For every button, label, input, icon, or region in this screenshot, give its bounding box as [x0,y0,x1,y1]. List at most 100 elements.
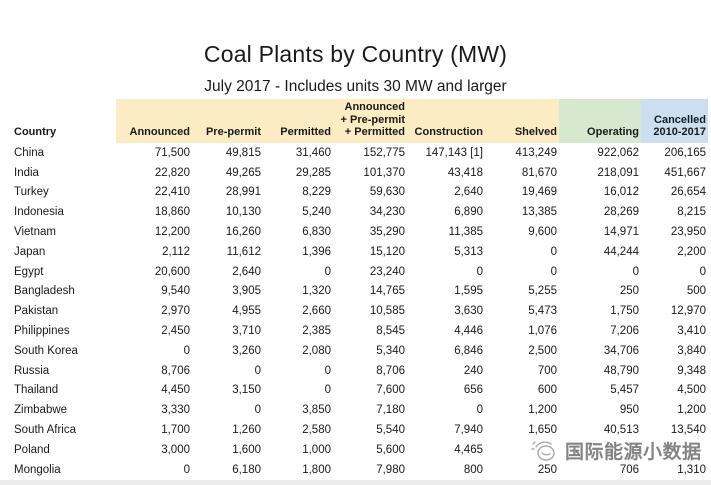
cell-cancelled: 12,970 [670,305,706,318]
watermark: 国际能源小数据 [530,437,702,463]
cell-operating: 706 [619,463,639,476]
cell-combo: 23,240 [369,265,405,278]
cell-construction: 6,890 [454,206,483,219]
cell-cancelled: 23,950 [670,226,706,239]
cell-construction: 3,630 [454,305,483,318]
table-row: Pakistan 2,970 4,955 2,660 10,585 3,630 5,473 1… [14,301,708,321]
cell-operating: 28,269 [603,206,639,219]
cell-announced: 1,700 [161,424,190,437]
column-header-shelved: Shelved [485,99,559,143]
cell-construction: 656 [463,384,483,397]
cell-construction: 7,940 [454,424,483,437]
cell-shelved: 0 [550,245,557,258]
table-row: Egypt 20,600 2,640 0 23,240 0 0 0 0 [14,262,708,282]
cell-permitted: 0 [324,384,331,397]
cell-operating: 7,206 [610,325,639,338]
cell-operating: 0 [632,265,639,278]
cell-cancelled: 3,410 [677,325,706,338]
cell-pre_permit: 16,260 [225,226,261,239]
cell-operating: 218,091 [597,166,639,179]
cell-permitted: 0 [324,364,331,377]
cell-announced: 2,970 [161,305,190,318]
cell-cancelled: 13,540 [670,424,706,437]
table-row: Indonesia 18,860 10,130 5,240 34,230 6,890 13,… [14,202,708,222]
cell-permitted: 3,850 [302,404,331,417]
cell-operating: 44,244 [603,245,639,258]
cell-operating: 14,971 [603,226,639,239]
cell-permitted: 5,240 [302,206,331,219]
cell-shelved: 1,200 [528,404,557,417]
cell-construction: 6,846 [454,344,483,357]
cell-pre_permit: 3,150 [232,384,261,397]
cell-country: Pakistan [14,305,59,318]
cell-permitted: 1,800 [302,463,331,476]
cell-country: Vietnam [14,226,56,239]
cell-announced: 22,820 [154,166,190,179]
cell-operating: 40,513 [603,424,639,437]
cell-permitted: 1,396 [302,245,331,258]
column-header-country: Country [14,126,57,139]
cell-operating: 5,457 [610,384,639,397]
cell-announced: 2,450 [161,325,190,338]
cell-shelved: 1,076 [528,325,557,338]
cell-cancelled: 4,500 [677,384,706,397]
cell-combo: 7,600 [376,384,405,397]
cell-cancelled: 1,310 [677,463,706,476]
cell-permitted: 2,385 [302,325,331,338]
cell-combo: 15,120 [369,245,405,258]
cell-construction: 11,385 [448,226,483,239]
doodle-globe-icon [531,441,555,461]
cell-operating: 250 [619,285,639,298]
cell-pre_permit: 1,260 [232,424,261,437]
table-row: South Africa 1,700 1,260 2,580 5,540 7,940 1,6… [14,420,708,440]
watermark-text: 国际能源小数据 [565,441,702,463]
cell-announced: 20,600 [154,265,190,278]
cell-construction: 4,446 [454,325,483,338]
column-header-operating: Operating [559,99,641,143]
cell-announced: 8,706 [161,364,190,377]
cell-pre_permit: 4,955 [232,305,261,318]
cell-announced: 0 [183,463,190,476]
table-row: Japan 2,112 11,612 1,396 15,120 5,313 0 44,244 2… [14,242,708,262]
cell-announced: 0 [183,344,190,357]
cell-combo: 8,545 [376,325,405,338]
cell-pre_permit: 10,130 [225,206,261,219]
cell-cancelled: 451,667 [664,166,706,179]
cell-permitted: 31,460 [295,146,331,159]
cell-permitted: 8,229 [302,186,331,199]
cell-operating: 922,062 [597,146,639,159]
cell-shelved: 0 [550,265,557,278]
page-title: Coal Plants by Country (MW) [203,41,508,67]
cell-announced: 3,330 [161,404,190,417]
cell-construction: 147,143 [1] [425,146,483,159]
cell-cancelled: 1,200 [677,404,706,417]
cell-combo: 5,340 [376,344,405,357]
cell-shelved: 1,650 [528,424,557,437]
cell-country: Zimbabwe [14,404,68,417]
cell-permitted: 0 [324,265,331,278]
table-row: Zimbabwe 3,330 0 3,850 7,180 0 1,200 950 1,200 [14,400,708,420]
cell-cancelled: 9,348 [677,364,706,377]
cell-operating: 950 [619,404,639,417]
cell-pre_permit: 49,815 [225,146,261,159]
cell-pre_permit: 3,905 [232,285,261,298]
table-row: China 71,500 49,815 31,460 152,775 147,143 [1… [14,143,708,163]
cell-country: India [14,166,39,179]
cell-shelved: 5,255 [528,285,557,298]
cell-announced: 22,410 [154,186,190,199]
cell-shelved: 19,469 [521,186,557,199]
coal-plants-table: Country Announced Pre-permit Permitted Annou… [14,99,708,480]
cell-operating: 48,790 [603,364,639,377]
column-header-announced: Announced [116,99,192,143]
cell-pre_permit: 3,710 [232,325,261,338]
cell-cancelled: 3,840 [677,344,706,357]
cell-pre_permit: 3,260 [232,344,261,357]
cell-announced: 9,540 [161,285,190,298]
cell-construction: 0 [476,404,483,417]
cell-construction: 2,640 [454,186,483,199]
cell-construction: 4,465 [454,443,483,456]
cell-cancelled: 26,654 [670,186,706,199]
cell-construction: 43,418 [447,166,483,179]
cell-pre_permit: 0 [254,364,261,377]
